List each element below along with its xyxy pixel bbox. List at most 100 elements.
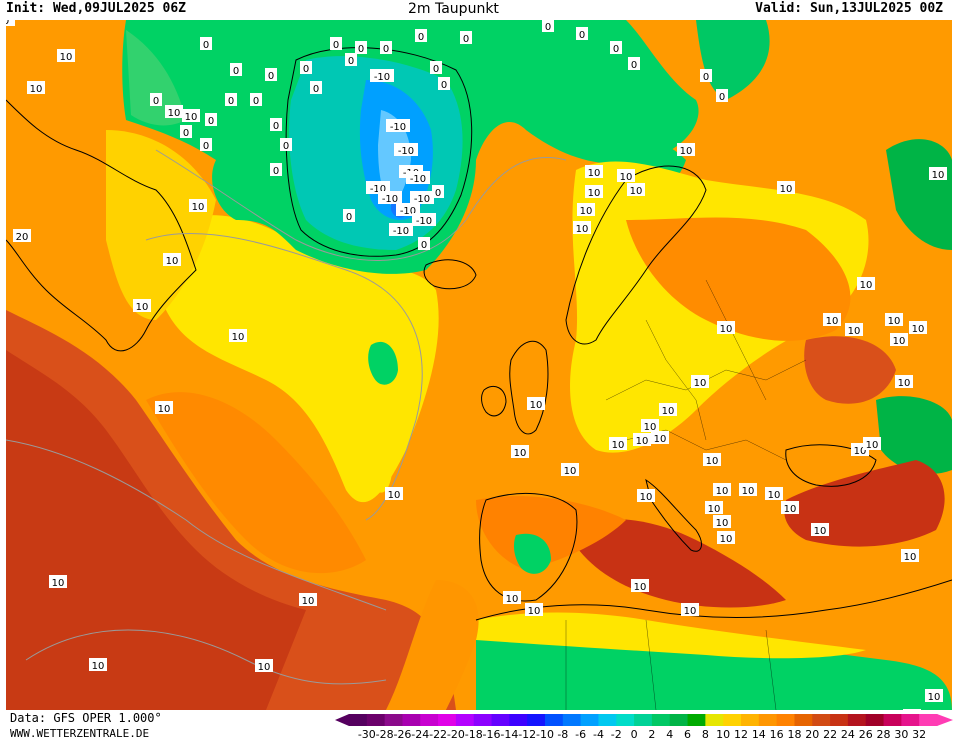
- contour-label-box: [511, 445, 529, 458]
- legend-swatch: [349, 714, 368, 726]
- contour-label: 0: [460, 31, 472, 45]
- contour-label-box: [576, 27, 588, 40]
- contour-label-box: [406, 171, 430, 184]
- contour-label-box: [573, 221, 591, 234]
- scandinavia-coast: [565, 165, 707, 345]
- contour-label: -10: [370, 69, 394, 83]
- contour-label: 10: [631, 579, 649, 593]
- legend-arrow-left: [335, 714, 349, 726]
- field-12-atlantic: [106, 130, 216, 320]
- contour-label-text: 0: [333, 40, 339, 51]
- contour-label-text: 10: [826, 316, 839, 327]
- contour-label: 10: [617, 169, 635, 183]
- contour-label: 0: [270, 163, 282, 177]
- contour-label-box: [355, 41, 367, 54]
- contour-label-text: 10: [630, 186, 643, 197]
- legend-tick-label: 18: [787, 728, 801, 741]
- contour-label: 10: [27, 81, 45, 95]
- contour-label-box: [716, 89, 728, 102]
- legend-tick-label: 4: [666, 728, 673, 741]
- contour-label: 10: [585, 185, 603, 199]
- contour-label: 10: [717, 321, 735, 335]
- legend-tick-label: -8: [557, 728, 568, 741]
- contour-label-box: [49, 575, 67, 588]
- field-orange-east-europe: [626, 217, 851, 341]
- contour-label-box: [885, 313, 903, 326]
- contour-label-text: 10: [644, 422, 657, 433]
- contour-label-box: [370, 69, 394, 82]
- uk-coast: [509, 340, 549, 435]
- contour-label-text: 10: [716, 486, 729, 497]
- contour-label: 0: [355, 41, 367, 55]
- contour-label: 10: [705, 501, 723, 515]
- contour-label-text: 10: [654, 434, 667, 445]
- contour-label: 20: [13, 229, 31, 243]
- contour-label: 10: [651, 431, 669, 445]
- contour-label: -10: [406, 171, 430, 185]
- contour-label-box: [163, 253, 181, 266]
- contour-label-text: 10: [932, 170, 945, 181]
- field-green-caspian: [876, 396, 952, 474]
- contour-label: -10: [412, 213, 436, 227]
- legend-tick-label: 28: [877, 728, 891, 741]
- contour-label-text: 0: [418, 32, 424, 43]
- contour-label: 10: [573, 221, 591, 235]
- contour-label-text: -10: [410, 174, 426, 185]
- data-source: Data: GFS OPER 1.000°: [10, 711, 162, 725]
- contour-label: 0: [6, 20, 12, 27]
- contour-label: 0: [250, 93, 262, 107]
- legend-tick-label: 8: [702, 728, 709, 741]
- contour-label-text: 10: [720, 534, 733, 545]
- contour-label-box: [189, 199, 207, 212]
- contour-label-box: [205, 113, 217, 126]
- contour-label-box: [739, 483, 757, 496]
- contour-label-box: [225, 93, 237, 106]
- legend-swatch: [794, 714, 813, 726]
- legend-swatch: [634, 714, 653, 726]
- contour-label-box: [610, 41, 622, 54]
- contour-label-text: 10: [780, 184, 793, 195]
- contour-label-text: 10: [694, 378, 707, 389]
- contour-label-text: 0: [6, 20, 9, 27]
- contour-label: 10: [299, 593, 317, 607]
- iceland-coast: [423, 259, 477, 290]
- contour-label-box: [250, 93, 262, 106]
- contour-label-box: [895, 375, 913, 388]
- contour-label-box: [394, 143, 418, 156]
- contour-label: 10: [811, 523, 829, 537]
- contour-label: 10: [577, 203, 595, 217]
- contour-label-box: [389, 223, 413, 236]
- contour-label-text: 10: [680, 146, 693, 157]
- contour-label-text: 10: [784, 504, 797, 515]
- contour-label-text: 0: [203, 141, 209, 152]
- contour-label: 10: [909, 321, 927, 335]
- legend-swatch: [420, 714, 439, 726]
- contour-label-text: 10: [716, 518, 729, 529]
- field-green-ne: [886, 139, 952, 250]
- contour-label: 10: [823, 313, 841, 327]
- contour-label-box: [345, 53, 357, 66]
- contour-label-text: 10: [232, 332, 245, 343]
- contour-label-text: 0: [253, 96, 259, 107]
- contour-label-box: [150, 93, 162, 106]
- contour-label-box: [585, 185, 603, 198]
- contour-label-text: 10: [92, 661, 105, 672]
- contour-label-text: 10: [620, 172, 633, 183]
- legend-swatch: [402, 714, 421, 726]
- contour-label-text: 0: [153, 96, 159, 107]
- contour-label-box: [432, 185, 444, 198]
- contour-label-text: 10: [912, 324, 925, 335]
- contour-label: 10: [385, 487, 403, 501]
- contour-label-box: [637, 489, 655, 502]
- contour-label-text: -10: [374, 72, 390, 83]
- legend-tick-label: -22: [429, 728, 447, 741]
- contour-label-box: [438, 77, 450, 90]
- contour-label: -10: [394, 143, 418, 157]
- legend-tick-label: 24: [841, 728, 855, 741]
- contour-label: 10: [765, 487, 783, 501]
- contour-label-box: [845, 323, 863, 336]
- contour-label: 0: [150, 93, 162, 107]
- field-light-yellow-2: [306, 380, 393, 493]
- contour-label: 10: [163, 253, 181, 267]
